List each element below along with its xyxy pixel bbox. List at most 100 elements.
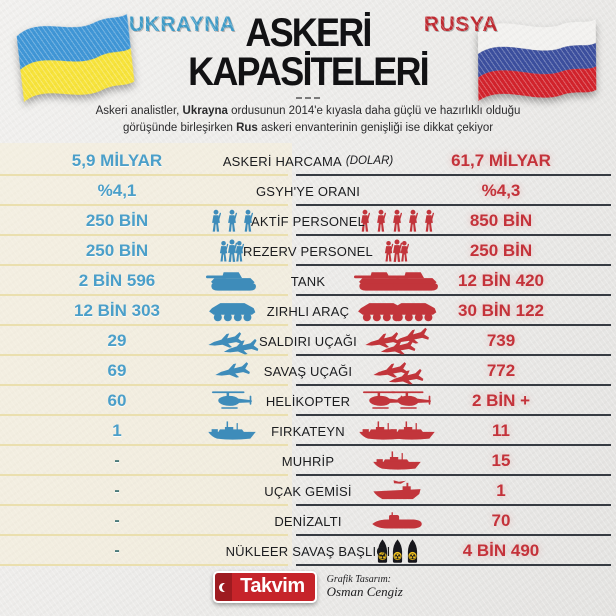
russia-icons: [358, 296, 437, 326]
table-row: 5,9 MİLYAR ASKERİ HARCAMA (DOLAR) 61,7 MİLY…: [0, 146, 616, 176]
ukraine-icons: [208, 416, 256, 446]
russia-icons: [360, 326, 434, 356]
metric-label-cell: SALDIRI UÇAĞI: [256, 326, 360, 356]
subtitle: Askeri analistler, Ukrayna ordusunun 201…: [85, 103, 531, 136]
soldier-icon: [390, 208, 404, 234]
russia-icons: [358, 206, 436, 236]
ukraine-icons: [208, 326, 259, 356]
svg-text:☢: ☢: [408, 551, 415, 561]
credit-label: Grafik Tasarım:: [326, 573, 391, 585]
subtitle-text: Askeri analistler,: [95, 105, 183, 117]
ukraine-icons: [206, 266, 258, 296]
metric-label-cell: REZERV PERSONEL: [243, 236, 373, 266]
russia-icons: [360, 176, 434, 206]
soldier-icon: [406, 208, 420, 234]
ukraine-icons: [208, 236, 256, 266]
table-row: 2 BİN 596 TANK 12 BİN 420: [0, 266, 616, 296]
apc-icon: [388, 300, 438, 322]
ukraine-icons: [208, 446, 256, 476]
metric-label-cell: MUHRİP: [256, 446, 360, 476]
table-row: 12 BİN 303 ZIRHLI ARAÇ 30 BİN 122: [0, 296, 616, 326]
russia-flag-icon: [468, 8, 602, 115]
metric-label: GSYH'YE ORANI: [255, 183, 361, 199]
svg-text:☢: ☢: [393, 551, 400, 561]
metric-label: UÇAK GEMİSİ: [264, 483, 352, 499]
ship-icon: [372, 451, 422, 471]
jet-icon: [221, 336, 260, 360]
metric-label-cell: AKTİF PERSONEL: [251, 206, 365, 236]
jet-icon: [392, 325, 431, 350]
turkish-flag-icon: [215, 573, 233, 601]
russia-value: 12 BİN 420: [458, 271, 544, 290]
comparison-table: 5,9 MİLYAR ASKERİ HARCAMA (DOLAR) 61,7 MİLY…: [0, 143, 616, 566]
page-title: ASKERİ KAPASİTELERİ: [0, 11, 616, 94]
ukraine-icons: [208, 296, 256, 326]
metric-label-cell: NÜKLEER SAVAŞ BAŞLIĞI: [226, 536, 391, 566]
metric-label: MUHRİP: [281, 453, 335, 469]
soldier-icon: [225, 208, 239, 234]
metric-label-cell: ASKERİ HARCAMA (DOLAR): [223, 146, 393, 176]
carrier-icon: [372, 479, 422, 503]
metric-label-cell: DENİZALTI: [256, 506, 360, 536]
russia-value: 2 BİN +: [471, 391, 531, 410]
russia-value: 1: [496, 481, 506, 500]
metric-label: ZIRHLI ARAÇ: [266, 303, 350, 319]
warhead-icon: ☢: [376, 538, 389, 564]
tank-icon: [206, 270, 258, 292]
ukraine-value: 60: [107, 391, 127, 410]
jet-icon: [378, 336, 417, 360]
title-line1: ASKERİ: [245, 11, 372, 55]
ukraine-value: 2 BİN 596: [78, 271, 156, 290]
credit-name: Osman Cengiz: [326, 584, 403, 600]
russia-icons: [359, 416, 436, 446]
ship-icon: [207, 421, 257, 441]
helicopter-icon: [388, 391, 434, 411]
logo-text: Takvim: [232, 573, 315, 601]
metric-label: SALDIRI UÇAĞI: [259, 333, 357, 349]
ukraine-value: -: [114, 542, 120, 559]
table-row: 69 SAVAŞ UÇAĞI 772: [0, 356, 616, 386]
jet-icon: [213, 359, 252, 383]
ukraine-flag-icon: [9, 3, 138, 112]
russia-icons: [360, 356, 434, 386]
russia-value: 4 BİN 490: [462, 541, 540, 560]
russia-icons: [360, 476, 434, 506]
table-row: 29 SALDIRI UÇAĞI 739: [0, 326, 616, 356]
ukraine-value: 250 BİN: [85, 211, 149, 230]
helicopter-icon: [360, 391, 406, 411]
russia-value: 15: [491, 451, 511, 470]
russia-value: 11: [492, 421, 510, 440]
russia-icons: [360, 446, 434, 476]
soldier-icon: [358, 208, 372, 234]
russia-label: RUSYA: [423, 13, 498, 36]
ukraine-icons: [208, 176, 256, 206]
jet-icon: [371, 359, 410, 383]
metric-label-cell: FIRKATEYN: [256, 416, 360, 446]
title-line2: KAPASİTELERİ: [188, 50, 430, 94]
takvim-logo: Takvim: [213, 571, 317, 603]
designer-credit: Grafik Tasarım: Osman Cengiz: [327, 574, 403, 600]
subtitle-bold-rus: Rus: [236, 121, 258, 134]
ukraine-label: UKRAYNA: [129, 13, 236, 36]
metric-label-cell: GSYH'YE ORANI: [256, 176, 360, 206]
ukraine-value: -: [114, 512, 120, 529]
metric-label: FIRKATEYN: [271, 423, 345, 439]
table-row: - DENİZALTI 70: [0, 506, 616, 536]
metric-label: SAVAŞ UÇAĞI: [263, 363, 353, 379]
soldier-icon: [422, 208, 436, 234]
ship-icon: [386, 421, 436, 441]
russia-value: 30 BİN 122: [458, 301, 544, 320]
metric-label-cell: SAVAŞ UÇAĞI: [256, 356, 360, 386]
tank-icon: [354, 270, 406, 292]
table-row: 250 BİN REZERV PERSONEL 250 BİN: [0, 236, 616, 266]
soldier-icon: [241, 208, 255, 234]
ukraine-icons: [208, 386, 256, 416]
table-row: - MUHRİP 15: [0, 446, 616, 476]
metric-label-cell: UÇAK GEMİSİ: [256, 476, 360, 506]
table-row: 1 FIRKATEYN 11: [0, 416, 616, 446]
jet-icon: [363, 329, 402, 353]
metric-label: REZERV PERSONEL: [243, 243, 373, 259]
warhead-icon: ☢: [391, 538, 404, 564]
table-row: %4,1 GSYH'YE ORANI %4,3: [0, 176, 616, 206]
